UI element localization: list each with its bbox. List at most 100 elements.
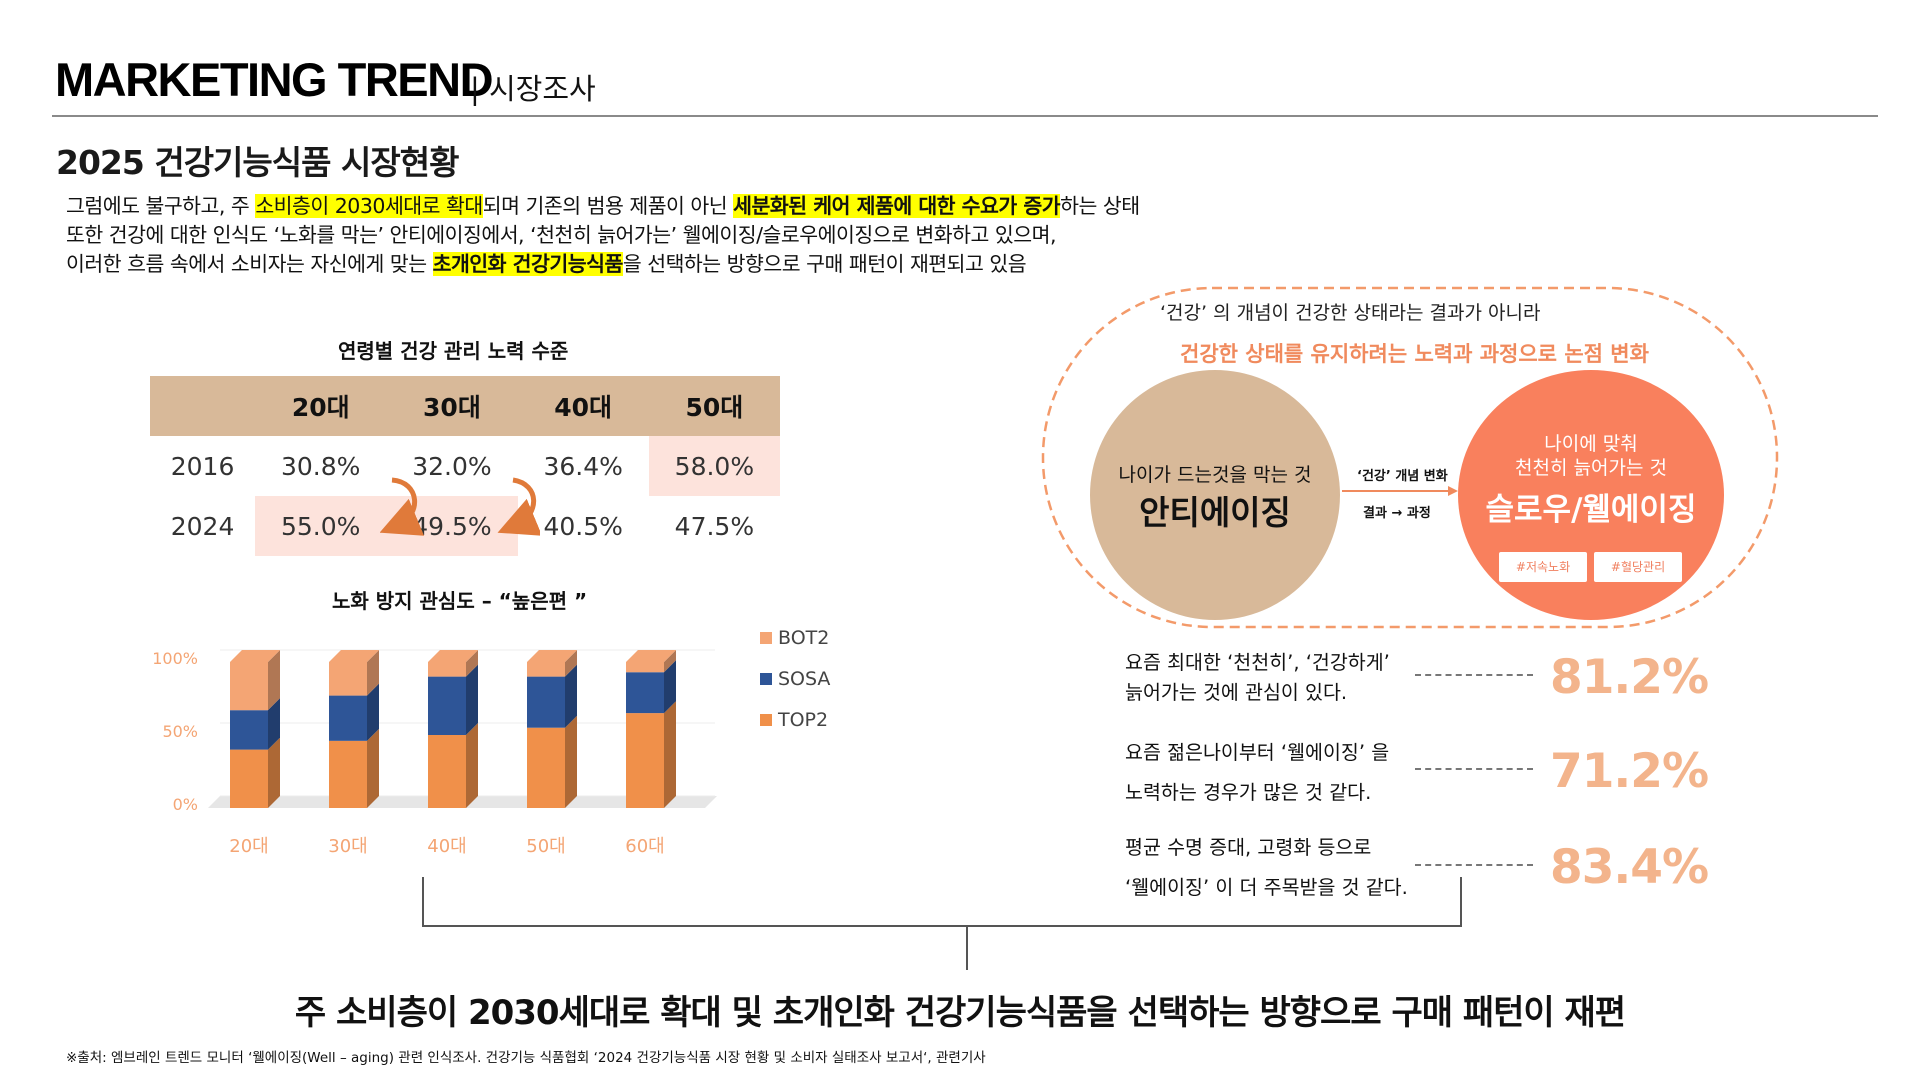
table-row: 2016 30.8% 32.0% 36.4% 58.0%	[150, 436, 780, 496]
table-header-cell: 40대	[517, 376, 649, 436]
intro-text: 하는 상태	[1060, 194, 1140, 218]
bar-segment-bot2	[527, 662, 565, 677]
legend-swatch	[760, 673, 772, 685]
bar-side-sosa	[466, 664, 478, 735]
table-cell-highlight: 55.0%	[255, 496, 387, 556]
anti-aging-label: 안티에이징	[1139, 493, 1291, 532]
bracket-line	[422, 925, 1462, 927]
legend-label: TOP2	[777, 709, 828, 731]
well-aging-circle: 나이에 맞춰 천천히 늙어가는 것 슬로우/웰에이징 #저속노화 #혈당관리	[1458, 370, 1724, 620]
stacked-bar-chart: 0% 50% 100% 20대 30대 40대 50대 60대 BOT2 SOSA TOP2	[152, 627, 830, 857]
intro-text: 그럼에도 불구하고, 주	[66, 194, 256, 218]
bar-segment-top2	[527, 727, 565, 808]
stat-value: 83.4%	[1550, 840, 1709, 895]
bar-side-bot2	[367, 650, 379, 696]
anti-aging-desc: 나이가 드는것을 막는 것	[1118, 464, 1312, 486]
arrow-right-icon	[1342, 486, 1458, 496]
intro-paragraph: 그럼에도 불구하고, 주 소비층이 2030세대로 확대되며 기존의 범용 제품…	[66, 192, 1366, 279]
bar-side-top2	[664, 701, 676, 808]
concept-question: ‘건강’ 의 개념이 건강한 상태라는 결과가 아니라	[1160, 302, 1541, 324]
stat-leader-line	[1415, 768, 1533, 770]
summary-conclusion: 주 소비층이 2030세대로 확대 및 초개인화 건강기능식품을 선택하는 방향…	[294, 993, 1626, 1033]
bar-segment-sosa	[527, 676, 565, 728]
stat-line: 노력하는 경우가 많은 것 같다.	[1125, 781, 1372, 804]
source-note: ※출처: 엠브레인 트렌드 모니터 ‘웰에이징(Well – aging) 관련…	[66, 1050, 986, 1066]
bar-side-sosa	[565, 664, 577, 728]
legend-label: SOSA	[778, 668, 830, 690]
bar-segment-bot2	[626, 662, 664, 673]
legend-swatch	[760, 632, 772, 644]
table-header-cell: 50대	[648, 376, 780, 436]
table-cell: 40.5%	[543, 511, 623, 541]
y-tick-label: 50%	[162, 722, 198, 741]
bar-side-bot2	[268, 650, 280, 711]
page-header-subtitle: | 시장조사	[470, 72, 596, 106]
curved-arrow-icon	[380, 477, 425, 536]
legend-label: BOT2	[778, 627, 829, 649]
intro-text: 되며 기존의 범용 제품이 아닌	[482, 194, 734, 218]
table-header-cell: 20대	[255, 376, 387, 436]
table-cell: 2016	[170, 451, 235, 481]
intro-text: 을 선택하는 방향으로 구매 패턴이 재편되고 있음	[622, 252, 1027, 276]
stat-value: 71.2%	[1550, 744, 1709, 799]
table-cell: 32.0%	[412, 451, 492, 481]
bar-segment-bot2	[230, 662, 268, 711]
bar-side-sosa	[367, 683, 379, 741]
bar-top	[626, 650, 676, 662]
intro-line-2: 또한 건강에 대한 인식도 ‘노화를 막는’ 안티에이징에서, ‘천천히 늙어가…	[66, 223, 1056, 247]
intro-line-1: 그럼에도 불구하고, 주 소비층이 2030세대로 확대되며 기존의 범용 제품…	[66, 192, 1366, 221]
stat-text: 요즘 젊은나이부터 ‘웰에이징’ 을 노력하는 경우가 많은 것 같다.	[1125, 733, 1389, 813]
age-table: 20대 30대 40대 50대 2016 30.8% 32.0% 36.4% 5…	[150, 376, 780, 556]
table-cell-highlight: 58.0%	[648, 436, 780, 496]
bar-segment-sosa	[230, 710, 268, 750]
bar-side-top2	[466, 723, 478, 808]
bar-segment-top2	[329, 740, 367, 808]
stat-line: 평균 수명 증대, 고령화 등으로	[1125, 836, 1372, 859]
header-divider	[52, 115, 1878, 117]
concept-dashed-frame	[1041, 286, 1779, 629]
bar-side-top2	[565, 715, 577, 808]
bar-segment-top2	[626, 713, 664, 808]
x-tick-label: 30대	[328, 836, 367, 857]
stat-value: 81.2%	[1550, 650, 1709, 705]
y-tick-label: 0%	[173, 795, 198, 814]
table-cell: 47.5%	[674, 511, 755, 541]
bracket-line	[1460, 877, 1462, 927]
intro-line-3: 이러한 흐름 속에서 소비자는 자신에게 맞는 초개인화 건강기능식품을 선택하…	[66, 250, 1366, 279]
bracket-line	[966, 925, 968, 970]
stat-leader-line	[1415, 674, 1533, 676]
stat-text: 요즘 최대한 ‘천천히’, ‘건강하게’ 늙어가는 것에 관심이 있다.	[1125, 648, 1390, 708]
bar-segment-bot2	[428, 662, 466, 677]
legend-swatch	[760, 714, 772, 726]
age-table-title: 연령별 건강 관리 노력 수준	[338, 339, 569, 363]
intro-text: 이러한 흐름 속에서 소비자는 자신에게 맞는	[66, 252, 433, 276]
bar-side-sosa	[664, 660, 676, 714]
curved-arrow-icon	[497, 477, 540, 536]
bracket-line	[422, 877, 424, 927]
trend-arrows	[380, 477, 540, 536]
concept-change-label: ‘건강’ 개념 변화	[1357, 469, 1448, 484]
bar-top	[527, 650, 577, 662]
bar-side-bot2	[565, 650, 577, 677]
intro-highlight: 세분화된 케어 제품에 대한 수요가 증가	[733, 194, 1061, 218]
x-tick-label: 60대	[625, 836, 664, 857]
y-tick-label: 100%	[152, 649, 198, 668]
bar-top	[230, 650, 280, 662]
anti-aging-circle: 나이가 드는것을 막는 것 안티에이징	[1090, 370, 1340, 620]
bar-segment-top2	[230, 749, 268, 808]
table-header-row: 20대 30대 40대 50대	[150, 376, 780, 436]
bar-side-bot2	[664, 650, 676, 673]
x-tick-label: 40대	[427, 836, 466, 857]
bar-side-top2	[268, 737, 280, 808]
bar-segment-top2	[428, 735, 466, 808]
intro-highlight: 초개인화 건강기능식품	[432, 252, 623, 276]
chart-title: 노화 방지 관심도 – “높은편 ”	[332, 589, 588, 613]
table-cell: 2024	[170, 511, 235, 541]
well-aging-desc-2: 천천히 늙어가는 것	[1515, 457, 1667, 479]
bar-side-sosa	[268, 698, 280, 750]
stat-line: 요즘 젊은나이부터 ‘웰에이징’ 을	[1125, 741, 1390, 764]
table-header-cell	[150, 376, 256, 436]
x-tick-label: 20대	[229, 836, 268, 857]
bar-side-bot2	[466, 650, 478, 677]
stat-line: 요즘 최대한 ‘천천히’, ‘건강하게’	[1125, 651, 1390, 674]
